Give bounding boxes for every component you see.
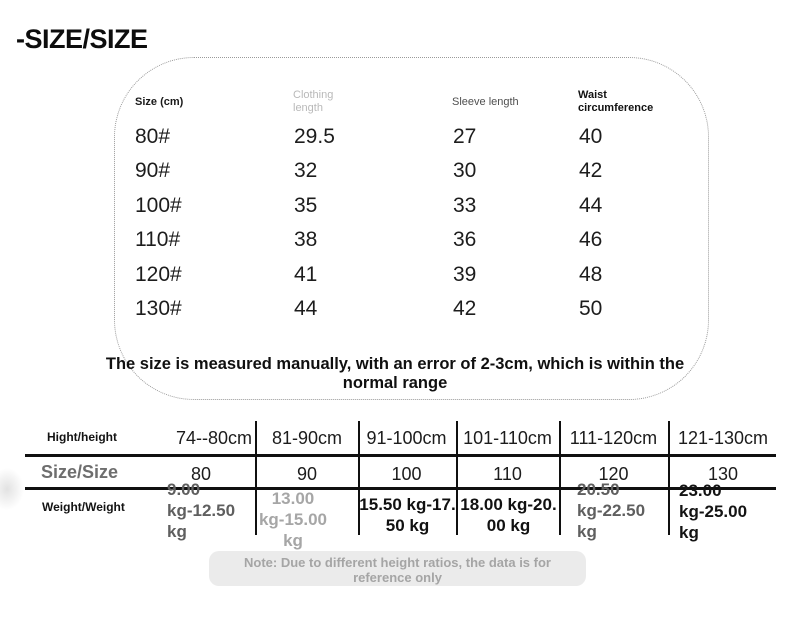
weight-range-cell: 13.00 kg-15.00 kg — [258, 489, 328, 550]
size-table-row: 130# 44 42 50 — [0, 297, 790, 327]
reference-note-pill: Note: Due to different height ratios, th… — [209, 551, 586, 586]
size-value-cell: 80 — [190, 464, 212, 484]
size-value-cell: 90 — [296, 464, 318, 484]
size-cell: 80# — [135, 125, 171, 148]
sleeve-length-cell: 42 — [453, 297, 477, 320]
row-label-height: Hight/height — [47, 430, 117, 444]
grid-line-horizontal — [25, 454, 776, 457]
size-cell: 90# — [135, 159, 171, 182]
height-range-cell: 74--80cm — [175, 428, 252, 448]
size-value-cell: 130 — [707, 464, 739, 484]
waist-cell: 42 — [579, 159, 603, 182]
size-cell: 100# — [135, 194, 182, 217]
waist-cell: 46 — [579, 228, 603, 251]
sleeve-length-cell: 27 — [453, 125, 477, 148]
background-artifact — [0, 468, 24, 510]
size-value-cell: 100 — [391, 464, 422, 484]
size-value-cell: 110 — [493, 464, 522, 484]
size-table-row: 80# 29.5 27 40 — [0, 125, 790, 155]
row-label-size: Size/Size — [41, 462, 119, 482]
grid-line-vertical — [358, 421, 360, 535]
size-cell: 130# — [135, 297, 182, 320]
weight-range-cell: 18.00 kg-20. 00 kg — [460, 495, 557, 535]
grid-line-vertical — [559, 421, 561, 535]
height-range-cell: 81-90cm — [271, 428, 343, 448]
size-chart-panel — [114, 57, 709, 400]
waist-cell: 44 — [579, 194, 603, 217]
column-header-size: Size (cm) — [135, 96, 184, 108]
size-table-row: 120# 41 39 48 — [0, 263, 790, 293]
size-table-row: 90# 32 30 42 — [0, 159, 790, 189]
grid-line-vertical — [456, 421, 458, 535]
weight-range-cell: 20.50 kg-22.50 kg — [577, 480, 646, 541]
column-header-sleeve-length: Sleeve length — [452, 96, 519, 108]
column-header-clothing-length: Clothing length — [293, 89, 334, 114]
column-header-waist-circumference: Waist circumference — [578, 89, 654, 114]
measurement-error-note: The size is measured manually, with an e… — [105, 355, 685, 392]
row-label-weight: Weight/Weight — [42, 500, 125, 514]
weight-range-cell: 15.50 kg-17. 50 kg — [359, 495, 456, 535]
clothing-length-cell: 32 — [294, 159, 318, 182]
clothing-length-cell: 41 — [294, 263, 318, 286]
sleeve-length-cell: 33 — [453, 194, 477, 217]
weight-range-cell: 23.00 kg-25.00 kg — [679, 481, 748, 542]
grid-line-vertical — [668, 421, 670, 535]
grid-line-vertical — [255, 421, 257, 535]
weight-range-cell: 9.00 kg-12.50 kg — [167, 480, 236, 541]
waist-cell: 50 — [579, 297, 603, 320]
waist-cell: 48 — [579, 263, 603, 286]
size-value-cell: 120 — [598, 464, 629, 484]
height-range-cell: 121-130cm — [677, 428, 769, 448]
size-table-row: 110# 38 36 46 — [0, 228, 790, 258]
size-cell: 120# — [135, 263, 182, 286]
sleeve-length-cell: 36 — [453, 228, 477, 251]
sleeve-length-cell: 39 — [453, 263, 477, 286]
page-title: -SIZE/SIZE — [16, 24, 148, 54]
sleeve-length-cell: 30 — [453, 159, 477, 182]
height-range-cell: 91-100cm — [366, 428, 447, 448]
grid-line-horizontal — [25, 487, 776, 490]
clothing-length-cell: 44 — [294, 297, 318, 320]
height-range-cell: 111-120cm — [569, 428, 658, 448]
clothing-length-cell: 35 — [294, 194, 318, 217]
waist-cell: 40 — [579, 125, 603, 148]
clothing-length-cell: 38 — [294, 228, 318, 251]
clothing-length-cell: 29.5 — [294, 125, 335, 148]
height-range-cell: 101-110cm — [463, 428, 552, 448]
size-table-row: 100# 35 33 44 — [0, 194, 790, 224]
size-cell: 110# — [135, 228, 181, 251]
